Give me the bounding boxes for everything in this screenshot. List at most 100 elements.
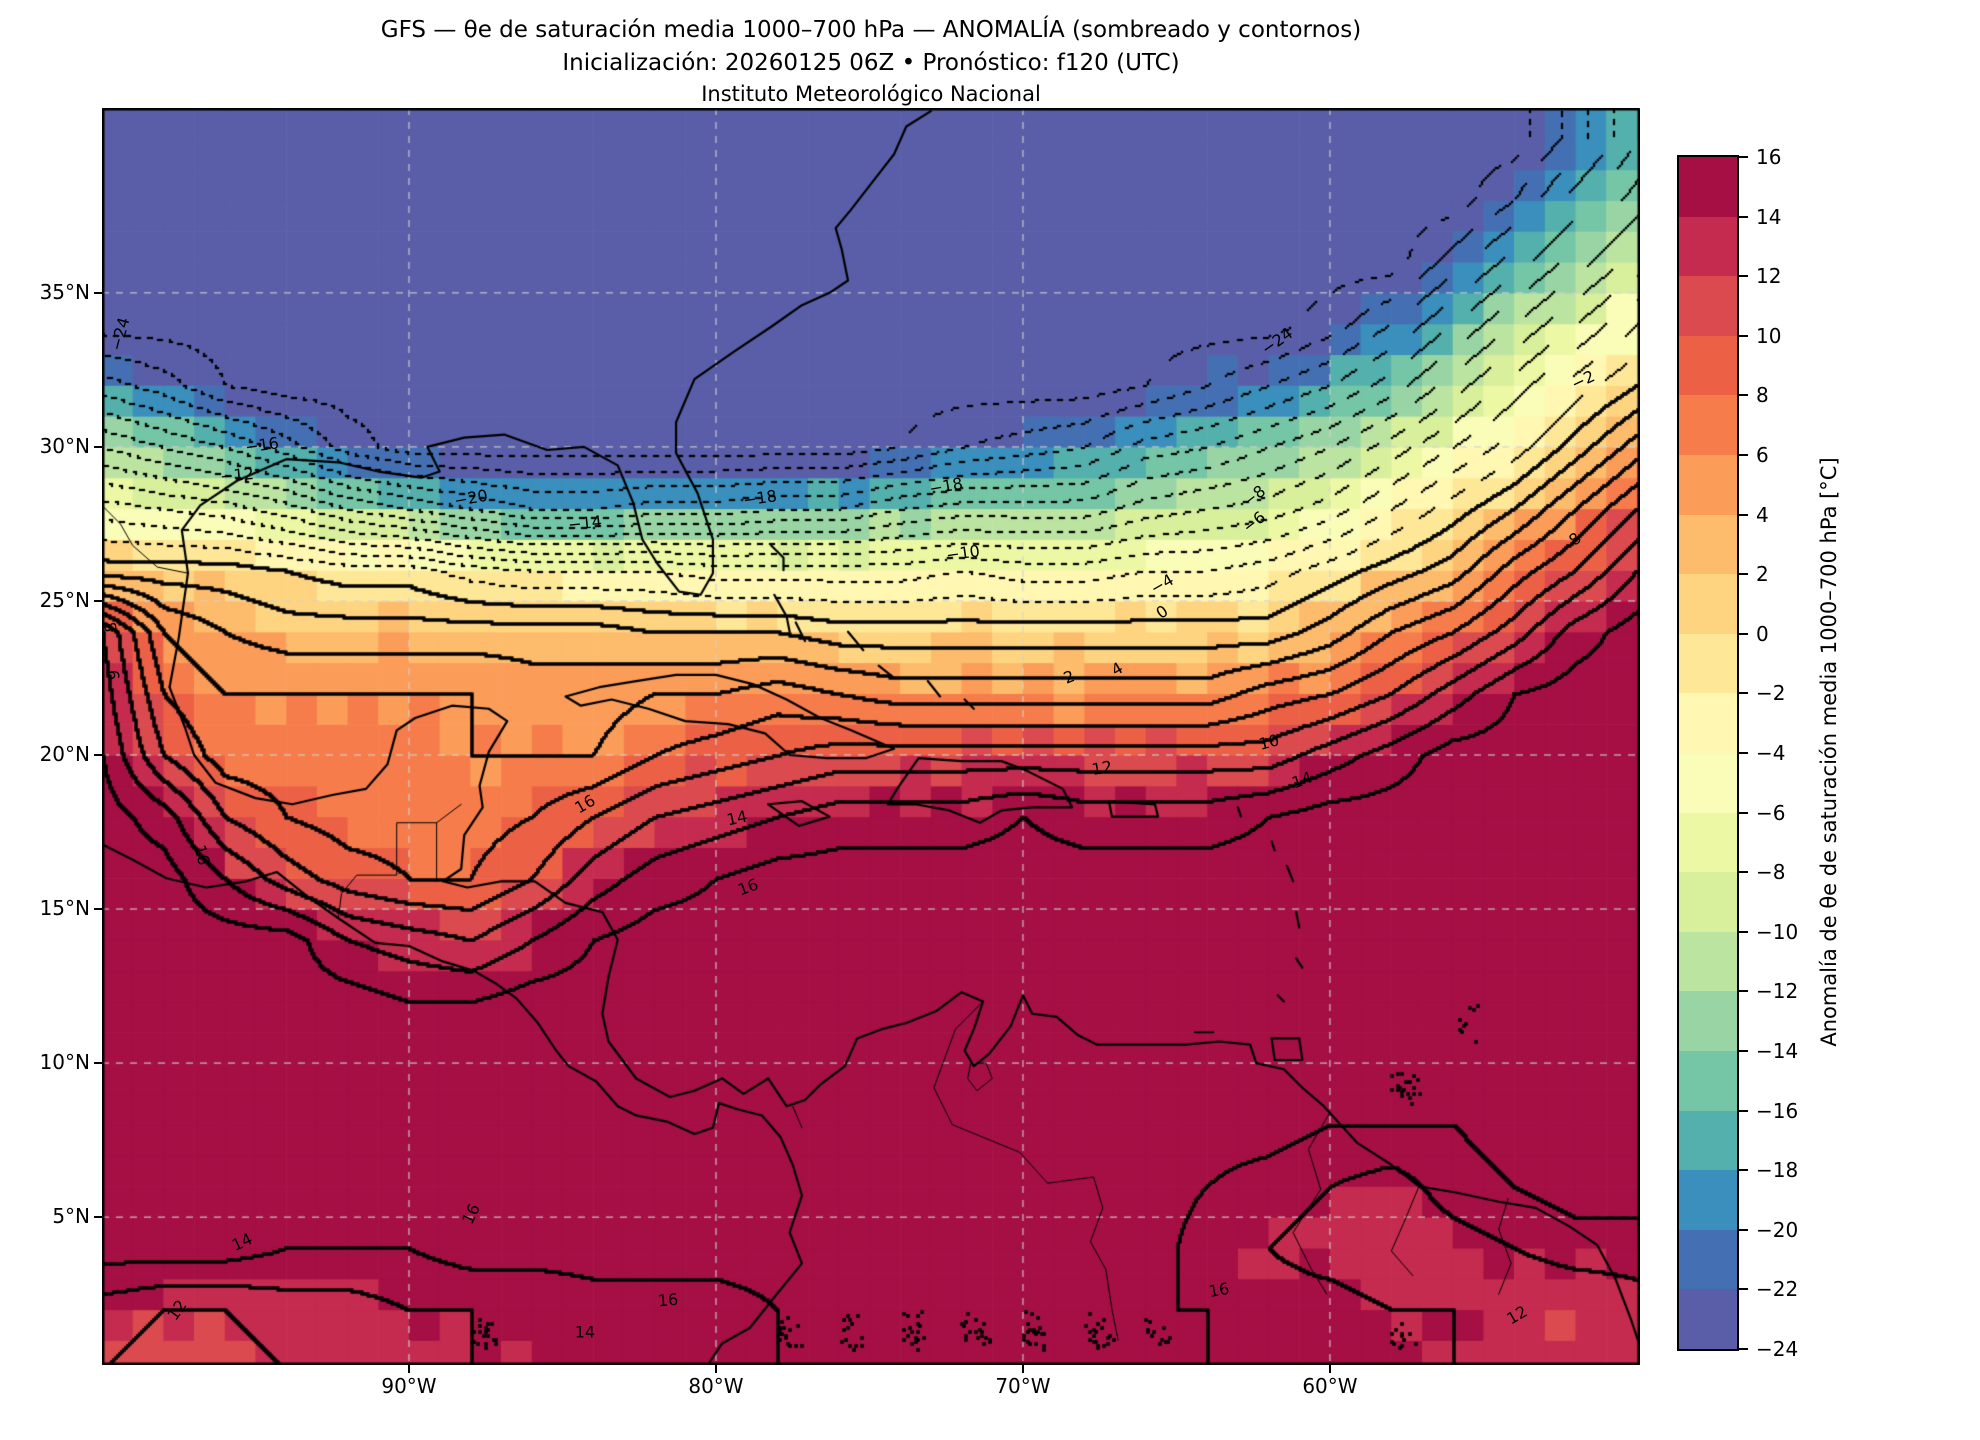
colorbar-tick-mark (1739, 394, 1748, 397)
colorbar-tick-mark (1739, 1109, 1748, 1112)
x-tick-label: 60°W (1302, 1374, 1358, 1398)
y-tick-label: 15°N (39, 896, 90, 921)
colorbar-segment (1679, 1289, 1737, 1349)
x-tick-label: 80°W (688, 1374, 744, 1398)
colorbar-tick-mark (1739, 1169, 1748, 1172)
colorbar-segment (1679, 1229, 1737, 1290)
y-tick-label: 35°N (39, 279, 90, 304)
colorbar-tick-mark (1739, 215, 1748, 218)
colorbar-tick-mark (1739, 334, 1748, 337)
colorbar-tick-mark (1739, 1050, 1748, 1052)
colorbar-segment (1679, 991, 1737, 1051)
y-tick-mark (94, 908, 102, 911)
chart-credit: Instituto Meteorológico Nacional (701, 82, 1041, 106)
colorbar-tick-label: 6 (1756, 443, 1769, 467)
colorbar-tick-mark (1739, 752, 1748, 754)
contour-label: −14 (567, 511, 603, 535)
colorbar-segment (1679, 157, 1737, 217)
map-canvas (102, 108, 1640, 1365)
colorbar-tick-label: −22 (1756, 1277, 1799, 1302)
colorbar-tick-label: −24 (1756, 1337, 1799, 1361)
colorbar-tick-mark (1739, 692, 1748, 695)
colorbar-tick-mark (1739, 632, 1748, 635)
colorbar-tick-label: −8 (1756, 860, 1786, 885)
chart-subtitle: Inicialización: 20260125 06Z • Pronóstic… (562, 50, 1180, 76)
colorbar-segment (1679, 514, 1737, 575)
colorbar (1677, 155, 1739, 1351)
x-tick-mark (407, 1365, 410, 1373)
colorbar-tick-label: 2 (1756, 562, 1769, 587)
colorbar-tick-label: 4 (1756, 502, 1769, 527)
colorbar-label: Anomalía de θe de saturación media 1000–… (1817, 457, 1841, 1047)
colorbar-segment (1679, 1110, 1737, 1171)
colorbar-segment (1679, 276, 1737, 336)
colorbar-segment (1679, 931, 1737, 992)
colorbar-tick-label: −10 (1756, 919, 1799, 944)
x-tick-label: 90°W (381, 1374, 437, 1398)
x-tick-mark (1328, 1365, 1331, 1373)
contour-label: 14 (574, 1322, 596, 1342)
colorbar-segment (1679, 812, 1737, 873)
colorbar-tick-mark (1739, 1228, 1748, 1231)
y-tick-mark (94, 291, 102, 294)
colorbar-segment (1679, 454, 1737, 515)
colorbar-tick-label: 12 (1756, 264, 1782, 289)
y-tick-label: 25°N (39, 587, 90, 612)
y-tick-mark (94, 599, 102, 602)
x-tick-mark (1021, 1365, 1024, 1373)
colorbar-segment (1679, 693, 1737, 753)
colorbar-tick-mark (1739, 930, 1748, 933)
y-tick-mark (94, 753, 102, 756)
colorbar-segment (1679, 633, 1737, 694)
colorbar-tick-label: −14 (1756, 1039, 1799, 1063)
colorbar-segment (1679, 1170, 1737, 1230)
y-tick-label: 5°N (52, 1204, 90, 1229)
colorbar-tick-label: −4 (1756, 741, 1786, 765)
y-tick-label: 20°N (39, 741, 90, 766)
colorbar-tick-mark (1739, 811, 1748, 814)
colorbar-segment (1679, 1050, 1737, 1111)
contour-label: 12 (1090, 756, 1114, 780)
colorbar-segment (1679, 216, 1737, 277)
y-tick-label: 10°N (39, 1050, 90, 1075)
colorbar-tick-label: 8 (1756, 383, 1769, 408)
colorbar-tick-mark (1739, 1288, 1748, 1291)
x-tick-label: 70°W (995, 1374, 1051, 1398)
colorbar-tick-label: −16 (1756, 1098, 1799, 1123)
colorbar-tick-mark (1739, 573, 1748, 576)
y-tick-mark (94, 1216, 102, 1219)
colorbar-tick-label: −6 (1756, 800, 1786, 825)
y-tick-mark (94, 1062, 102, 1065)
colorbar-tick-mark (1739, 1348, 1748, 1350)
colorbar-tick-label: 14 (1756, 204, 1782, 229)
colorbar-segment (1679, 872, 1737, 932)
colorbar-tick-mark (1739, 156, 1748, 158)
colorbar-tick-mark (1739, 275, 1748, 278)
colorbar-tick-label: −2 (1756, 681, 1786, 706)
colorbar-segment (1679, 395, 1737, 455)
contour-label: −12 (219, 464, 255, 486)
colorbar-tick-label: 0 (1756, 621, 1769, 646)
colorbar-tick-mark (1739, 513, 1748, 516)
chart-title: GFS — θe de saturación media 1000–700 hP… (380, 17, 1362, 43)
colorbar-tick-label: −12 (1756, 979, 1799, 1004)
colorbar-tick-label: −20 (1756, 1217, 1799, 1242)
y-tick-mark (94, 445, 102, 448)
colorbar-tick-label: 16 (1756, 145, 1782, 169)
colorbar-tick-label: 10 (1756, 323, 1782, 348)
colorbar-tick-label: −18 (1756, 1158, 1799, 1183)
title-block: GFS — θe de saturación media 1000–700 hP… (102, 14, 1640, 109)
x-tick-mark (714, 1365, 717, 1373)
map-plot-area: −24 −24 −20 −16 −12 −14 −18 −18 −10 −8 −6 −4 −2 0 2 4 8 6… (99, 108, 1640, 1365)
colorbar-tick-mark (1739, 454, 1748, 456)
colorbar-tick-mark (1739, 871, 1748, 874)
colorbar-segment (1679, 574, 1737, 634)
y-tick-label: 30°N (39, 433, 90, 458)
colorbar-segment (1679, 335, 1737, 396)
contour-label: 6 (102, 669, 123, 681)
colorbar-tick-mark (1739, 990, 1748, 993)
contour-label: 16 (1206, 1278, 1231, 1301)
contour-label: 16 (656, 1289, 679, 1310)
colorbar-segment (1679, 752, 1737, 813)
